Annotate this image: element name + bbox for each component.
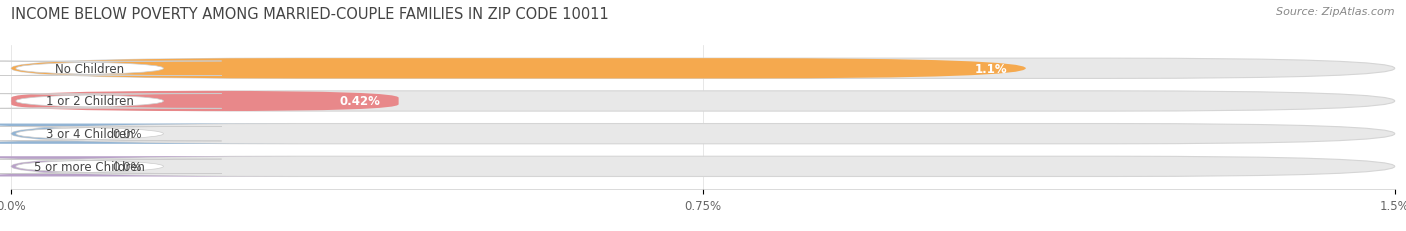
Text: 1.1%: 1.1% [974,63,1007,76]
Text: 0.0%: 0.0% [112,128,142,140]
FancyBboxPatch shape [11,59,1395,79]
Text: No Children: No Children [55,63,124,76]
FancyBboxPatch shape [0,124,297,144]
Text: 0.42%: 0.42% [339,95,380,108]
FancyBboxPatch shape [0,157,297,177]
Text: 5 or more Children: 5 or more Children [34,160,145,173]
FancyBboxPatch shape [0,62,222,76]
FancyBboxPatch shape [0,94,222,109]
FancyBboxPatch shape [11,157,1395,177]
FancyBboxPatch shape [11,91,399,112]
FancyBboxPatch shape [11,124,1395,144]
Text: INCOME BELOW POVERTY AMONG MARRIED-COUPLE FAMILIES IN ZIP CODE 10011: INCOME BELOW POVERTY AMONG MARRIED-COUPL… [11,7,609,22]
Text: 3 or 4 Children: 3 or 4 Children [46,128,134,140]
FancyBboxPatch shape [0,127,222,141]
FancyBboxPatch shape [11,59,1026,79]
FancyBboxPatch shape [0,159,222,174]
FancyBboxPatch shape [11,91,1395,112]
Text: 0.0%: 0.0% [112,160,142,173]
Text: 1 or 2 Children: 1 or 2 Children [46,95,134,108]
Text: Source: ZipAtlas.com: Source: ZipAtlas.com [1277,7,1395,17]
